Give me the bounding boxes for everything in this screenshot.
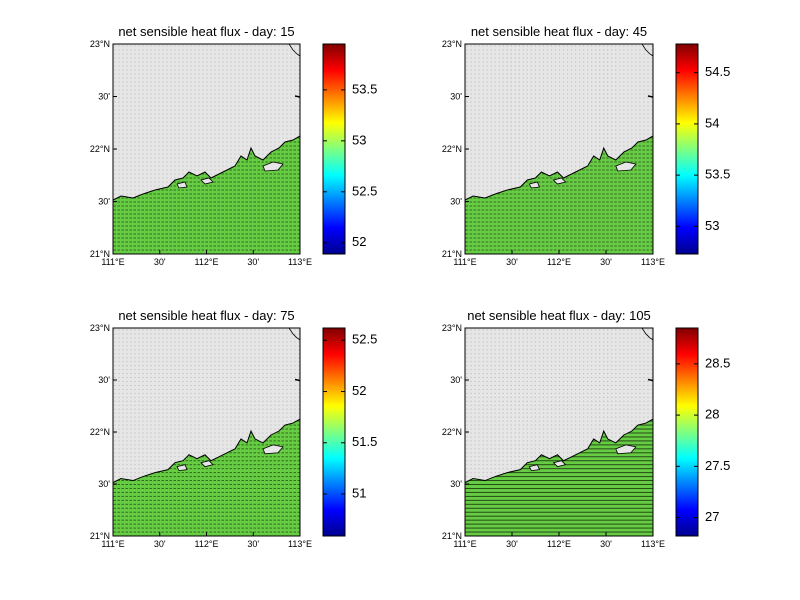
panel-title: net sensible heat flux - day: 15 — [118, 24, 294, 39]
lon-label: 113°E — [288, 257, 312, 267]
map — [113, 328, 300, 536]
island — [262, 444, 284, 455]
lon-label: 113°E — [641, 539, 665, 549]
lat-label: 30' — [450, 375, 462, 385]
colorbar-label: 28 — [705, 407, 719, 422]
lon-label: 30' — [154, 539, 166, 549]
colorbar — [675, 327, 699, 537]
lat-label: 23°N — [90, 39, 110, 49]
lat-label: 30' — [98, 375, 110, 385]
lon-label: 112°E — [195, 257, 219, 267]
lat-label: 22°N — [90, 427, 110, 437]
lon-label: 30' — [247, 257, 259, 267]
map — [465, 44, 653, 254]
lon-label: 111°E — [101, 257, 124, 267]
island — [528, 464, 540, 472]
colorbar-label: 54 — [705, 115, 719, 130]
lat-label: 21°N — [442, 531, 462, 541]
lat-label: 23°N — [442, 39, 462, 49]
colorbar-label: 51 — [352, 485, 366, 500]
lat-label: 21°N — [90, 249, 110, 259]
island — [615, 444, 637, 455]
lon-label: 111°E — [453, 539, 476, 549]
lat-label: 30' — [98, 197, 110, 207]
sea — [113, 135, 300, 254]
lon-label: 113°E — [641, 257, 665, 267]
map — [465, 328, 653, 536]
lat-label: 23°N — [90, 323, 110, 333]
island — [200, 177, 214, 185]
colorbar-label: 53 — [352, 132, 366, 147]
island — [528, 181, 540, 189]
island — [176, 464, 188, 472]
coast-mark — [647, 378, 653, 382]
map-panel: net sensible heat flux - day: 75 23°N 30' 2… — [90, 308, 377, 549]
panel-title: net sensible heat flux - day: 75 — [118, 308, 294, 323]
lat-label: 30' — [98, 92, 110, 102]
lat-label: 21°N — [442, 249, 462, 259]
coast-mark — [294, 378, 300, 382]
lat-label: 30' — [98, 479, 110, 489]
river — [641, 328, 653, 341]
colorbar-label: 28.5 — [705, 355, 730, 370]
colorbar — [675, 43, 699, 255]
map-panel: net sensible heat flux - day: 15 23°N 30' 2… — [90, 24, 377, 267]
lat-label: 22°N — [442, 144, 462, 154]
colorbar-label: 54.5 — [705, 64, 730, 79]
coast-mark — [647, 95, 653, 98]
lat-label: 30' — [450, 197, 462, 207]
lon-label: 111°E — [101, 539, 124, 549]
colorbar-label: 53.5 — [352, 81, 377, 96]
lon-label: 113°E — [288, 539, 312, 549]
colorbar-label: 51.5 — [352, 434, 377, 449]
lat-label: 22°N — [90, 144, 110, 154]
panel-title: net sensible heat flux - day: 105 — [467, 308, 651, 323]
colorbar-label: 53 — [705, 218, 719, 233]
lon-label: 111°E — [453, 257, 476, 267]
colorbar — [322, 43, 346, 255]
colorbar — [322, 327, 346, 537]
island — [262, 161, 284, 172]
colorbar-label: 53.5 — [705, 167, 730, 182]
lon-label: 30' — [506, 257, 518, 267]
sea — [465, 418, 653, 536]
panel-title: net sensible heat flux - day: 45 — [471, 24, 647, 39]
colorbar-label: 52.5 — [352, 183, 377, 198]
colorbar-label: 52.5 — [352, 332, 377, 347]
lat-label: 21°N — [90, 531, 110, 541]
lat-label: 30' — [450, 92, 462, 102]
lon-label: 112°E — [547, 257, 571, 267]
river — [288, 44, 300, 57]
map-panel: net sensible heat flux - day: 105 23°N 30'… — [442, 308, 730, 549]
colorbar-label: 52 — [352, 234, 366, 249]
lon-label: 30' — [600, 257, 612, 267]
lat-label: 30' — [450, 479, 462, 489]
lon-label: 30' — [247, 539, 259, 549]
lon-label: 112°E — [195, 539, 219, 549]
island — [552, 177, 567, 185]
island — [200, 460, 214, 468]
lat-label: 23°N — [442, 323, 462, 333]
island — [552, 460, 567, 468]
island — [615, 161, 637, 172]
island — [176, 181, 188, 189]
lon-label: 30' — [600, 539, 612, 549]
colorbar-label: 27.5 — [705, 458, 730, 473]
lat-label: 22°N — [442, 427, 462, 437]
map — [113, 44, 300, 254]
sea — [465, 135, 653, 254]
map-panel: net sensible heat flux - day: 45 23°N 30' 2… — [442, 24, 730, 267]
colorbar-label: 52 — [352, 383, 366, 398]
river — [641, 44, 653, 57]
lon-label: 30' — [506, 539, 518, 549]
sea — [113, 418, 300, 536]
colorbar-label: 27 — [705, 509, 719, 524]
river — [288, 328, 300, 341]
coast-mark — [294, 95, 300, 98]
lon-label: 112°E — [547, 539, 571, 549]
lon-label: 30' — [154, 257, 166, 267]
